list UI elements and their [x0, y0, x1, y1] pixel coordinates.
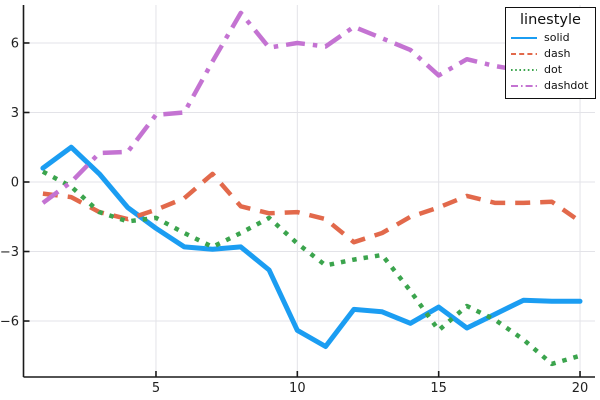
- dot-line-swatch-icon: [511, 69, 537, 71]
- legend-entry-dash: dash: [510, 46, 591, 62]
- x-tick-label: 20: [572, 381, 589, 396]
- legend-title: linestyle: [520, 12, 581, 28]
- legend-entry-label: solid: [544, 31, 570, 44]
- legend-entries: solid dash dot dashdot: [510, 30, 591, 94]
- x-tick-label: 15: [430, 381, 447, 396]
- legend-entry-solid: solid: [510, 30, 591, 46]
- y-tick-label: 6: [11, 36, 19, 51]
- series-dot-line: [41, 169, 581, 367]
- y-tick-label: −6: [0, 315, 19, 330]
- dashdot-line-swatch-icon: [511, 85, 537, 87]
- series-dashdot-line: [41, 10, 581, 205]
- series-dash-line: [42, 171, 582, 245]
- x-tick-label: 10: [289, 381, 306, 396]
- y-tick-label: −3: [0, 245, 19, 260]
- legend: linestyle solid dash dot dashdot: [505, 7, 596, 99]
- legend-entry-label: dash: [544, 47, 571, 60]
- series-solid-line: [40, 144, 583, 349]
- y-tick-label: 3: [11, 106, 19, 121]
- legend-entry-dashdot: dashdot: [510, 78, 591, 94]
- x-tick-label: 5: [152, 381, 160, 396]
- legend-entry-dot: dot: [510, 62, 591, 78]
- dash-line-swatch-icon: [511, 53, 537, 55]
- solid-line-swatch-icon: [511, 37, 537, 39]
- legend-entry-label: dot: [544, 63, 563, 76]
- legend-entry-label: dashdot: [544, 79, 589, 92]
- y-tick-label: 0: [11, 176, 19, 191]
